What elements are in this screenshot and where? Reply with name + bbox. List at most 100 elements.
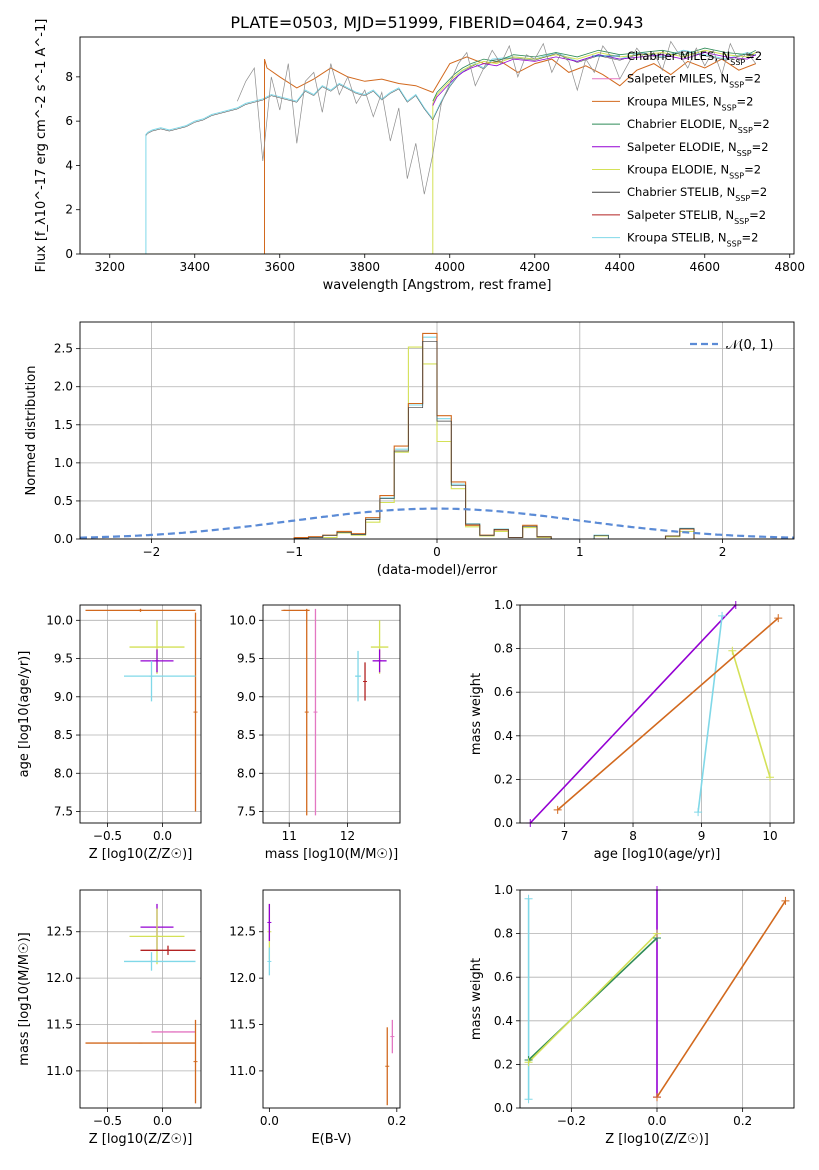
y-tick-label: 0.5	[54, 494, 73, 508]
x-tick-label: 0.2	[387, 1114, 406, 1128]
weight-marker-kroupa-stelib	[694, 808, 703, 817]
weight-line-kroupa-stelib	[697, 615, 723, 813]
y-tick-label: 9.0	[54, 690, 73, 704]
axes-frame	[79, 889, 202, 1109]
histogram-kroupa-elodie	[80, 346, 794, 539]
y-tick-label: 0.8	[494, 927, 513, 941]
weight-line-salpeter-elodie	[529, 605, 737, 823]
plot-area-residuals	[80, 332, 794, 539]
axes-frame	[519, 604, 795, 824]
weight-marker-kroupa-miles	[553, 805, 562, 814]
x-tick-label: 11	[282, 829, 297, 843]
x-tick-label: 2	[719, 545, 727, 559]
legend-name: Salpeter MILES, N	[627, 72, 729, 86]
x-tick-label: 4400	[604, 260, 635, 274]
y-tick-label: 9.0	[237, 690, 256, 704]
y-axis-label: Flux [f_λ10^-17 erg cm^-2 s^-1 A^-1]	[34, 19, 49, 273]
y-tick-label: 12.5	[46, 925, 73, 939]
x-tick-label: 12	[340, 829, 355, 843]
weight-marker-kroupa-stelib	[718, 611, 727, 620]
x-tick-label: 0.0	[647, 1114, 666, 1128]
y-tick-label: 8.5	[237, 728, 256, 742]
legend-label-kroupa-elodie: Kroupa ELODIE, NSSP=2	[627, 163, 761, 181]
y-tick-label: 8.5	[54, 728, 73, 742]
legend-subscript: SSP	[727, 239, 742, 248]
legend-suffix: =2	[742, 231, 759, 245]
legend-suffix: =2	[745, 49, 762, 63]
x-tick-label: 4200	[519, 260, 550, 274]
y-tick-label: 8.0	[54, 766, 73, 780]
chart-weight-vs-Z: −0.2 0.0 0.2 0.0 0.2 0.4 0.6 0.8 1.0 Z [log10(Z/Z…	[469, 883, 795, 1147]
legend-name: Salpeter STELIB, N	[627, 208, 734, 222]
x-tick-label: 10	[762, 829, 777, 843]
legend-subscript: SSP	[729, 80, 744, 89]
chart-weight-vs-age: 7 8 9 10 0.0 0.2 0.4 0.6 0.8 1.0 age [log10(age/yr…	[469, 598, 795, 862]
x-tick-label: 3600	[264, 260, 295, 274]
axes-frame	[79, 604, 202, 824]
y-tick-label: 0.0	[54, 532, 73, 546]
x-tick-label: −1	[285, 545, 303, 559]
legend-name: Salpeter ELODIE, N	[627, 140, 737, 154]
x-tick-label: 1	[576, 545, 584, 559]
x-tick-label: 4000	[434, 260, 465, 274]
y-tick-label: 4	[65, 158, 73, 172]
y-tick-label: 12.0	[229, 971, 256, 985]
y-tick-label: 2.0	[54, 380, 73, 394]
weight-marker-kroupa-stelib	[524, 1095, 533, 1104]
weight-marker-kroupa-elodie	[728, 646, 737, 655]
axes-frame	[262, 889, 401, 1109]
legend-suffix: =2	[752, 140, 769, 154]
axes-frame	[79, 321, 795, 540]
y-tick-label: 0.0	[494, 816, 513, 830]
y-tick-label: 11.0	[46, 1064, 73, 1078]
histogram-chabrier-stelib	[80, 340, 794, 539]
axes-frame	[79, 36, 795, 255]
chart-age-vs-Z: −0.5 0.0 7.5 8.0 8.5 9.0 9.5 10.0 Z [log10(Z/Z☉)…	[17, 604, 202, 862]
plot-area-age-vs-mass	[281, 608, 389, 816]
y-axis-label: mass [log10(M/M☉)]	[17, 932, 32, 1065]
x-axis-label: E(B-V)	[311, 1132, 351, 1147]
legend-subscript: SSP	[734, 216, 749, 225]
legend-name: Kroupa MILES, N	[627, 94, 722, 108]
y-tick-label: 11.5	[46, 1018, 73, 1032]
legend-subscript: SSP	[722, 103, 737, 112]
axes-frame	[262, 604, 401, 824]
legend-label-normal: 𝒩(0, 1)	[726, 338, 773, 353]
y-tick-label: 0.6	[494, 685, 513, 699]
legend-suffix: =2	[744, 72, 761, 86]
legend-label-chabrier-stelib: Chabrier STELIB, NSSP=2	[627, 185, 767, 203]
observed-spectrum	[236, 40, 757, 195]
y-tick-label: 7.5	[54, 805, 73, 819]
y-tick-label: 9.5	[54, 652, 73, 666]
weight-line-kroupa-miles	[557, 617, 779, 811]
y-tick-label: 9.5	[237, 652, 256, 666]
x-tick-label: −0.5	[93, 829, 122, 843]
x-axis-label: mass [log10(M/M☉)]	[265, 847, 398, 862]
y-tick-label: 0	[65, 247, 73, 261]
legend-name: Chabrier STELIB, N	[627, 185, 735, 199]
weight-line-kroupa-elodie	[528, 933, 658, 1063]
x-tick-label: −2	[143, 545, 161, 559]
x-tick-label: 0.0	[260, 1114, 279, 1128]
x-axis-label: (data-model)/error	[377, 563, 498, 578]
y-tick-label: 1.0	[494, 598, 513, 612]
legend-subscript: SSP	[738, 126, 753, 135]
legend-suffix: =2	[750, 185, 767, 199]
legend-suffix: =2	[753, 117, 770, 131]
legend-subscript: SSP	[729, 171, 744, 180]
y-tick-label: 12.5	[229, 925, 256, 939]
chart-mass-vs-EBV: 0.0 0.2 11.0 11.5 12.0 12.5 E(B-V)	[229, 889, 406, 1147]
y-tick-label: 1.0	[54, 456, 73, 470]
x-tick-label: 8	[629, 829, 637, 843]
plot-area-mass-vs-Z	[85, 903, 198, 1104]
chart-residuals: −2 −1 0 1 2 0.0 0.5 1.0 1.5 2.0 2.5 (data-model)/er…	[24, 321, 795, 578]
y-tick-label: 8.0	[237, 766, 256, 780]
legend-name: Chabrier MILES, N	[627, 49, 730, 63]
weight-marker-kroupa-stelib	[524, 894, 533, 903]
plot-area-mass-vs-EBV	[267, 903, 395, 1106]
legend-label-salpeter-miles: Salpeter MILES, NSSP=2	[627, 72, 761, 90]
chart-spectrum: 3200 3400 3600 3800 4000 4200 4400 4600 4800 0 2 4 6…	[34, 19, 805, 293]
x-tick-label: 3400	[179, 260, 210, 274]
normal-curve	[80, 507, 794, 539]
x-tick-label: 3800	[349, 260, 380, 274]
